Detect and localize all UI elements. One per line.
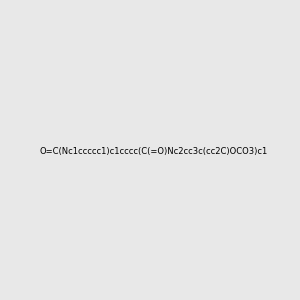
Text: O=C(Nc1ccccc1)c1cccc(C(=O)Nc2cc3c(cc2C)OCO3)c1: O=C(Nc1ccccc1)c1cccc(C(=O)Nc2cc3c(cc2C)O… xyxy=(40,147,268,156)
